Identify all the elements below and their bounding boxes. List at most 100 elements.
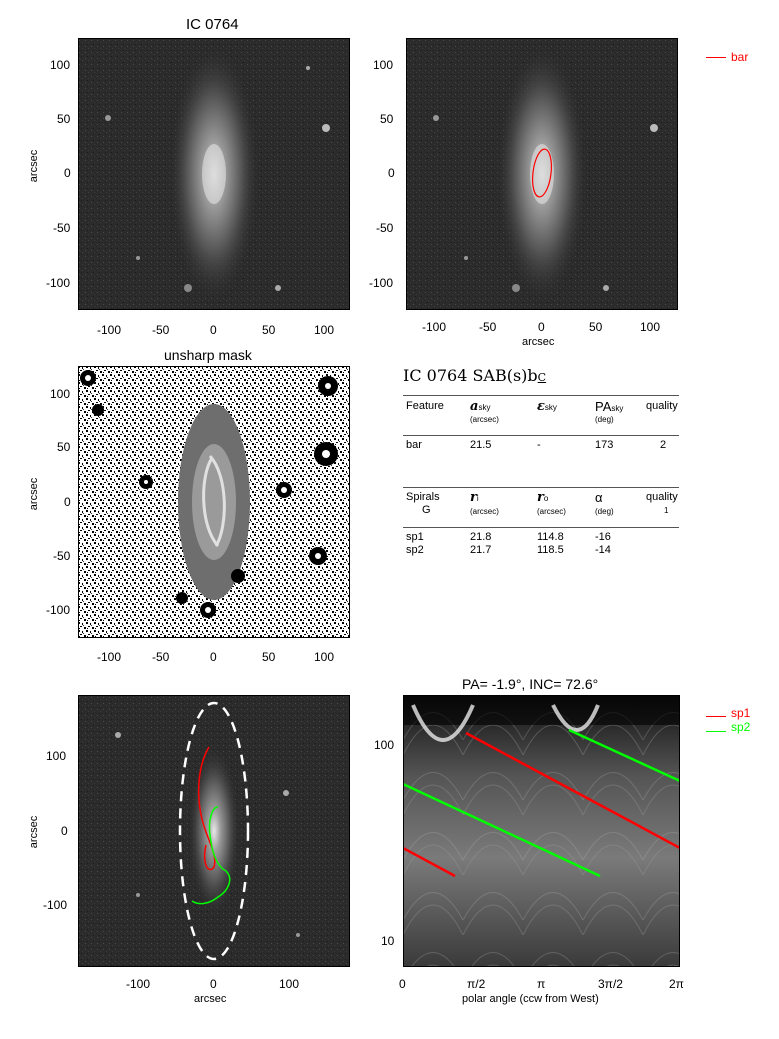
p5-xtick: π: [537, 977, 546, 991]
sp2-arm-image: [191, 806, 231, 905]
p1-ylabel: arcsec: [28, 149, 40, 183]
p3-xtick: 100: [314, 650, 335, 664]
p2-xtick: 50: [589, 320, 603, 334]
sp1-alpha: -16: [595, 531, 611, 543]
bar-legend-swatch: [706, 57, 726, 58]
sp2-alpha: -14: [595, 544, 611, 556]
bar-header: Feature asky (arcsec) εsky PAsky (deg) q…: [406, 399, 682, 431]
sp1-arm-image: [197, 746, 216, 871]
sp-header-quality: quality: [646, 491, 678, 503]
sp-header-alpha-unit: (deg): [595, 507, 614, 516]
p2-xtick: 100: [640, 320, 661, 334]
p1-xtick: 100: [314, 323, 335, 337]
p3-ytick: 50: [57, 440, 71, 454]
p3-xtick: -100: [97, 650, 122, 664]
bar-row-a: 21.5: [470, 439, 492, 451]
sp-header-ri-unit: (arcsec): [470, 507, 499, 516]
p5-xlabel: polar angle (ccw from West): [462, 993, 599, 1005]
p3-ytick: 0: [64, 495, 71, 509]
p1-ytick: -100: [46, 276, 71, 290]
sp-header-alpha: α: [595, 490, 603, 505]
p4-xtick: 0: [210, 977, 217, 991]
p2-ytick: -100: [369, 276, 394, 290]
spiral-header: Spirals G ri (arcsec) ro (arcsec) α (deg…: [406, 490, 682, 526]
p2-xtick: -100: [422, 320, 447, 334]
sp-header-spirals: Spirals: [406, 491, 440, 503]
bar-row: bar 21.5 - 173 2: [406, 439, 682, 453]
bar-header-pa: PAsky: [595, 399, 624, 414]
sp2-upper-trace: [568, 728, 680, 783]
p1-ytick: 100: [50, 58, 71, 72]
panel2-galaxy-image: [406, 38, 678, 310]
p5-xtick: 3π/2: [598, 977, 623, 991]
p3-ytick: -50: [53, 549, 71, 563]
p2-xlabel: arcsec: [522, 336, 555, 348]
table-heading: IC 0764 SAB(s)bC: [403, 366, 546, 385]
sp1-ri: 21.8: [470, 531, 492, 543]
panel1-galaxy-image: [78, 38, 350, 310]
bar-row-eps: -: [537, 439, 541, 451]
bar-header-pa-unit: (deg): [595, 415, 614, 424]
p1-xtick: -100: [97, 323, 122, 337]
p2-ytick: -50: [376, 221, 394, 235]
bar-header-a-unit: (arcsec): [470, 415, 499, 424]
p4-xtick: 100: [279, 977, 300, 991]
p4-xtick: -100: [126, 977, 151, 991]
p5-ytick: 100: [374, 738, 395, 752]
sp2-ri: 21.7: [470, 544, 492, 556]
sp1-row: sp1 21.8 114.8 -16: [406, 531, 682, 545]
p3-ytick: -100: [46, 603, 71, 617]
sp-header-quality-val: 1: [664, 506, 669, 515]
bar-row-feature: bar: [406, 439, 422, 451]
p1-xtick: -50: [152, 323, 170, 337]
bar-legend-label: bar: [731, 50, 749, 64]
p2-xtick: 0: [538, 320, 545, 334]
sp1-name: sp1: [406, 531, 424, 543]
p3-xtick: -50: [152, 650, 170, 664]
bar-row-pa: 173: [595, 439, 614, 451]
sp1-lower-trace: [403, 846, 456, 878]
p4-xlabel: arcsec: [194, 993, 227, 1005]
sp-header-ri: ri: [470, 490, 479, 505]
p4-ytick: -100: [43, 898, 68, 912]
bar-header-quality: quality: [646, 400, 678, 412]
panel3-title: unsharp mask: [164, 347, 252, 363]
table-heading-text: IC 0764 SAB(s)b: [403, 366, 538, 385]
bar-header-eps: εsky: [537, 399, 557, 414]
sp-header-g: G: [422, 504, 431, 516]
p4-ylabel: arcsec: [28, 815, 40, 849]
p1-xtick: 50: [262, 323, 276, 337]
sp2-name: sp2: [406, 544, 424, 556]
sp2-legend-swatch: [706, 731, 726, 732]
bar-ellipse: [532, 148, 552, 198]
panel3-unsharp-mask-image: [78, 366, 350, 638]
p2-xtick: -50: [479, 320, 497, 334]
sp2-lower-trace: [403, 782, 601, 878]
sp1-legend-swatch: [706, 716, 726, 717]
sp-header-ro-unit: (arcsec): [537, 507, 566, 516]
p3-ytick: 100: [50, 387, 71, 401]
table-rule: [403, 395, 679, 396]
p5-xtick: 0: [399, 977, 406, 991]
sp2-legend-label: sp2: [731, 720, 751, 734]
table-rule: [403, 435, 679, 436]
panel1-title: IC 0764: [186, 16, 239, 33]
p1-ytick: 50: [57, 112, 71, 126]
sp1-upper-trace: [465, 731, 680, 850]
table-rule: [403, 487, 679, 488]
p2-ytick: 50: [380, 112, 394, 126]
p1-xtick: 0: [210, 323, 217, 337]
p3-xtick: 50: [262, 650, 276, 664]
table-rule: [403, 527, 679, 528]
p1-ytick: 0: [64, 166, 71, 180]
p2-ytick: 0: [388, 166, 395, 180]
p5-xtick: 2π: [669, 977, 684, 991]
sp2-ro: 118.5: [537, 544, 564, 556]
p3-xtick: 0: [210, 650, 217, 664]
panel5-title: PA= -1.9°, INC= 72.6°: [462, 676, 599, 692]
panel4-spiral-fit-image: [78, 695, 350, 967]
p2-ytick: 100: [373, 58, 394, 72]
bar-header-feature: Feature: [406, 400, 444, 412]
p4-ytick: 0: [61, 824, 68, 838]
p5-xtick: π/2: [467, 977, 486, 991]
